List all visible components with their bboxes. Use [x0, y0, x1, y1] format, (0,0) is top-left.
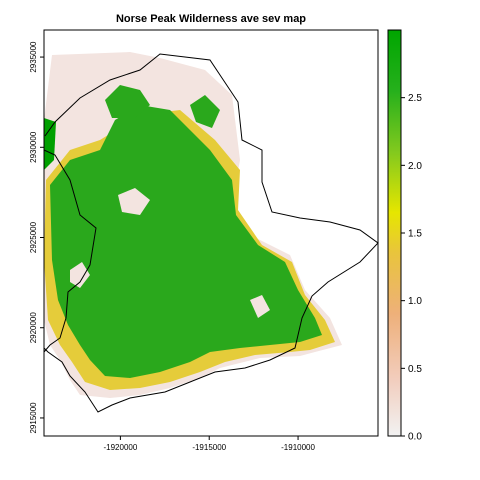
- raster-light-patch-3: [250, 295, 270, 318]
- x-axis: -1920000 -1915000 -1910000: [103, 436, 316, 452]
- x-tick-label: -1920000: [103, 443, 137, 452]
- legend-tick-label: 2.0: [408, 161, 422, 172]
- raster-high-severity-area: [50, 105, 322, 378]
- raster-high-patch-northeast: [190, 95, 220, 128]
- raster-light-patch-5: [180, 72, 204, 92]
- y-tick-label: 2920000: [29, 312, 38, 344]
- legend-tick-label: 0.5: [408, 364, 422, 375]
- raster-high-patch-west: [44, 118, 56, 170]
- y-tick-label: 2925000: [29, 221, 38, 253]
- legend-tick-label: 1.5: [408, 229, 422, 240]
- y-axis: 2915000 2920000 2925000 2930000 2935000: [29, 41, 44, 434]
- x-tick-label: -1915000: [192, 443, 226, 452]
- map-title: Norse Peak Wilderness ave sev map: [115, 13, 307, 25]
- plot-frame: [43, 29, 379, 437]
- raster-light-patch-1: [118, 188, 150, 215]
- raster-light-patch-4: [92, 66, 120, 88]
- legend-ticks: 0.0 0.5 1.0 1.5 2.0 2.5: [401, 93, 422, 443]
- legend-tick-label: 1.0: [408, 296, 422, 307]
- legend-tick-label: 2.5: [408, 93, 422, 104]
- raster-high-patch-north: [105, 85, 150, 118]
- legend-colorbar: [387, 29, 402, 437]
- severity-raster: [44, 52, 342, 398]
- y-tick-label: 2915000: [29, 402, 38, 434]
- legend-tick-label: 0.0: [408, 432, 422, 443]
- wilderness-boundary: [43, 53, 379, 413]
- x-tick-label: -1910000: [281, 443, 315, 452]
- y-tick-label: 2930000: [29, 131, 38, 163]
- raster-light-patch-2: [70, 262, 90, 288]
- y-tick-label: 2935000: [29, 41, 38, 73]
